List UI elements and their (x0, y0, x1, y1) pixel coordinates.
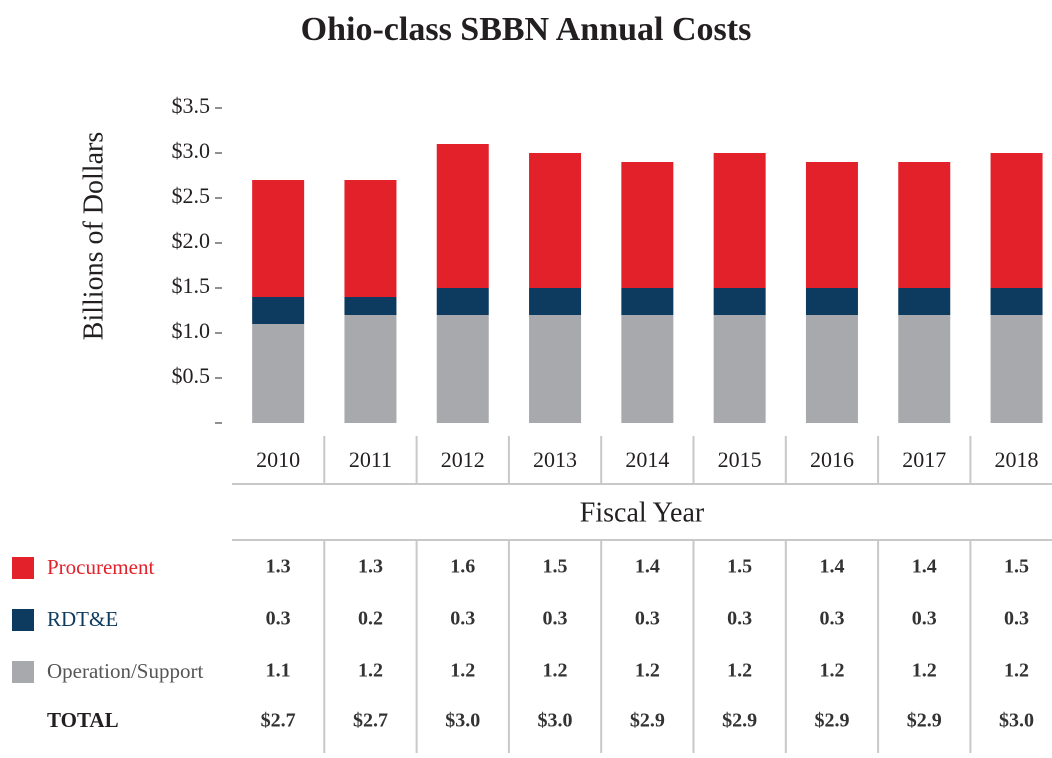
table-cell: 0.3 (819, 608, 844, 630)
y-tick-label: $3.5 (172, 93, 211, 118)
total-cell: $3.0 (999, 710, 1034, 732)
table-cell: 1.5 (1004, 556, 1029, 578)
bar-segment (898, 315, 951, 423)
bar-segment (805, 315, 858, 423)
x-tick-label: 2012 (441, 447, 485, 472)
total-cell: $2.7 (353, 710, 388, 732)
total-cell: $2.7 (261, 710, 296, 732)
total-cell: $2.9 (630, 710, 665, 732)
total-cell: $3.0 (445, 710, 480, 732)
bar-segment (344, 315, 397, 423)
total-cell: $2.9 (722, 710, 757, 732)
table-cell: 1.3 (358, 556, 383, 578)
y-tick-label: $1.0 (172, 318, 211, 343)
table-cell: 0.3 (727, 608, 752, 630)
y-tick-label: $2.0 (172, 228, 211, 253)
table-cell: 0.3 (543, 608, 568, 630)
bar-segment (529, 315, 582, 423)
x-axis-title: Fiscal Year (580, 497, 705, 528)
y-axis-title: Billions of Dollars (78, 132, 109, 340)
table-cell: 1.2 (912, 660, 937, 682)
bar-segment (529, 288, 582, 315)
bar-segment (344, 180, 397, 297)
y-tick-label: $3.0 (172, 138, 211, 163)
table-cell: 1.2 (1004, 660, 1029, 682)
table-cell: 1.2 (358, 660, 383, 682)
bar-segment (805, 288, 858, 315)
table-cell: 1.1 (266, 660, 291, 682)
bar-segment (990, 315, 1043, 423)
bar-segment (529, 153, 582, 288)
legend-label: Operation/Support (47, 659, 203, 683)
table-cell: 1.4 (635, 556, 660, 578)
table-cell: 1.4 (912, 556, 937, 578)
bar-segment (898, 288, 951, 315)
total-cell: $2.9 (814, 710, 849, 732)
table-cell: 1.4 (819, 556, 844, 578)
y-tick-label: $1.5 (172, 273, 211, 298)
x-tick-label: 2017 (902, 447, 946, 472)
table-cell: 0.3 (266, 608, 291, 630)
table-cell: 1.2 (819, 660, 844, 682)
bar-segment (436, 288, 489, 315)
total-label: TOTAL (47, 708, 119, 732)
bar-segment (436, 144, 489, 288)
legend-swatch (12, 557, 34, 579)
bar-segment (713, 153, 766, 288)
x-tick-label: 2016 (810, 447, 854, 472)
bar-segment (713, 288, 766, 315)
y-tick-label: $2.5 (172, 183, 211, 208)
total-cell: $3.0 (538, 710, 573, 732)
bar-segment (252, 324, 305, 423)
table-cell: 1.2 (727, 660, 752, 682)
total-cell: $2.9 (907, 710, 942, 732)
x-tick-label: 2011 (349, 447, 392, 472)
table-cell: 0.3 (635, 608, 660, 630)
bar-segment (990, 288, 1043, 315)
x-tick-label: 2018 (995, 447, 1039, 472)
x-tick-label: 2014 (625, 447, 669, 472)
bar-segment (990, 153, 1043, 288)
bar-segment (805, 162, 858, 288)
table-cell: 1.2 (543, 660, 568, 682)
table-cell: 0.3 (912, 608, 937, 630)
bar-segment (344, 297, 397, 315)
table-cell: 1.6 (450, 556, 475, 578)
legend-swatch (12, 661, 34, 683)
legend-swatch (12, 609, 34, 631)
bar-segment (621, 315, 674, 423)
bar-segment (252, 297, 305, 324)
chart-title: Ohio-class SBBN Annual Costs (301, 11, 752, 48)
y-tick-label: $0.5 (172, 363, 211, 388)
table-cell: 1.5 (543, 556, 568, 578)
x-tick-label: 2010 (256, 447, 300, 472)
bar-segment (621, 162, 674, 288)
table-cell: 0.2 (358, 608, 383, 630)
bar-segment (621, 288, 674, 315)
table-cell: 1.2 (450, 660, 475, 682)
legend-label: RDT&E (47, 607, 118, 631)
legend-label: Procurement (47, 555, 154, 579)
bar-segment (436, 315, 489, 423)
bar-segment (252, 180, 305, 297)
table-cell: 1.3 (266, 556, 291, 578)
bar-segment (713, 315, 766, 423)
table-cell: 0.3 (450, 608, 475, 630)
x-tick-label: 2013 (533, 447, 577, 472)
table-cell: 1.5 (727, 556, 752, 578)
x-tick-label: 2015 (718, 447, 762, 472)
table-cell: 1.2 (635, 660, 660, 682)
table-cell: 0.3 (1004, 608, 1029, 630)
bar-segment (898, 162, 951, 288)
